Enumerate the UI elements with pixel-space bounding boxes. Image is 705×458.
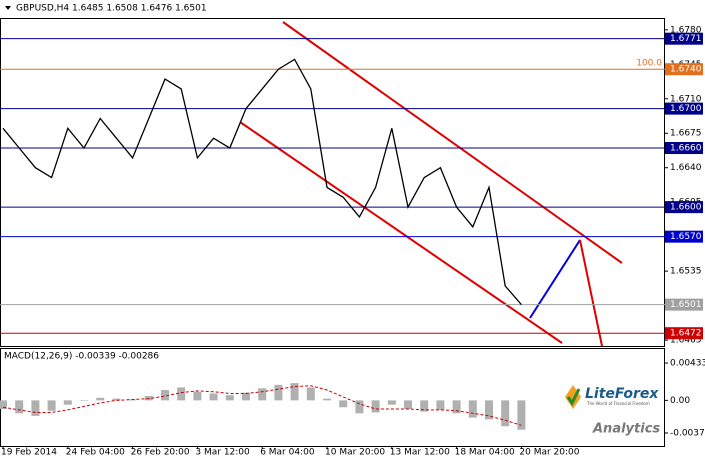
macd-bar [290, 383, 299, 401]
level-label: 1.6472 [670, 329, 702, 339]
y-tick-label: 0.00 [670, 396, 690, 406]
macd-bar [258, 388, 267, 401]
x-tick-label: 3 Mar 12:00 [195, 448, 250, 458]
logo: LiteForex The World of Financial Freedom… [565, 385, 660, 437]
x-tick-label: 6 Mar 04:00 [260, 448, 315, 458]
y-tick-label: 0.00433 [670, 359, 705, 369]
level-label: 1.6570 [670, 232, 702, 242]
x-tick-label: 10 Mar 20:00 [325, 448, 385, 458]
line [2, 58, 522, 306]
macd-panel [0, 348, 665, 447]
macd-bar [468, 400, 477, 418]
level-label-box [665, 32, 703, 45]
macd-bar [15, 400, 24, 414]
price-panel [0, 18, 665, 347]
macd-bar [323, 398, 331, 401]
logo-subtitle: Analytics [592, 422, 660, 437]
macd-bar [517, 400, 526, 430]
level: 1.6700 [0, 102, 703, 115]
macd-bar [404, 400, 412, 409]
level-note: 100.0 [636, 59, 662, 69]
forecast-down [579, 239, 603, 347]
macd-bar [225, 395, 234, 401]
level-label: 1.6740 [670, 65, 702, 75]
macd-bar [436, 400, 445, 410]
logo-check [566, 388, 581, 406]
macd-title: MACD(12,26,9) -0.00339 -0.00286 [4, 352, 159, 362]
macd-bar [112, 398, 121, 401]
y-tick-label: 1.6675 [670, 129, 702, 139]
macd-bar [371, 400, 380, 413]
macd-bar [0, 400, 7, 409]
macd-bar [485, 400, 493, 420]
y-tick-label: 1.6640 [670, 163, 702, 173]
x-tick-label: 13 Mar 12:00 [390, 448, 450, 458]
y-tick-label: 1.6465 [670, 336, 702, 346]
macd-bar [96, 397, 105, 401]
level: 1.6740 100.0 [0, 59, 703, 76]
macd-bar [161, 390, 169, 401]
level: 1.6600 [0, 201, 703, 214]
level-label: 1.6660 [670, 144, 702, 154]
macd-bar [31, 400, 40, 416]
level-label-box [665, 298, 703, 311]
macd-bar [501, 400, 510, 427]
chart-title: GBPUSD,H4 1.6485 1.6508 1.6476 1.6501 [16, 4, 207, 14]
macd-bar [63, 400, 72, 405]
y-tick-label: 1.6535 [670, 267, 702, 277]
logo-tagline: The World of Financial Freedom [586, 401, 650, 406]
y-tick-label: 1.6780 [670, 25, 702, 35]
macd-bar [339, 400, 348, 408]
level-label-box [665, 142, 703, 155]
level: 1.6660 [0, 142, 703, 155]
line [2, 385, 522, 426]
level: 1.6472 [0, 327, 703, 340]
level: 1.6570 [0, 230, 703, 243]
channel-bottom [239, 121, 563, 344]
x-tick-label: 26 Feb 20:00 [131, 448, 190, 458]
x-tick-label: 20 Mar 20:00 [519, 448, 579, 458]
level: 1.6501 [0, 298, 703, 311]
macd-bar [452, 400, 461, 414]
macd-bar [355, 400, 364, 414]
x-tick-label: 18 Mar 04:00 [455, 448, 515, 458]
macd-bar [177, 387, 186, 401]
level-label: 1.6501 [670, 300, 702, 310]
level: 1.6771 [0, 32, 703, 45]
level-label-box [665, 201, 703, 214]
y-tick-label: -0.00378 [670, 428, 705, 438]
x-tick-label: 19 Feb 2014 [1, 448, 57, 458]
collapse-icon [5, 6, 11, 10]
level-label-box [665, 230, 703, 243]
macd-bar [209, 393, 218, 401]
x-tick-label: 24 Feb 04:00 [66, 448, 125, 458]
channel-top [282, 21, 623, 264]
macd-bar [47, 400, 56, 411]
level-label-box [665, 327, 703, 340]
macd-bar [420, 400, 429, 412]
level-label-box [665, 63, 703, 76]
level-label: 1.6771 [670, 34, 702, 44]
level-label: 1.6600 [670, 203, 702, 213]
level-label-box [665, 102, 703, 115]
macd-bar [80, 400, 88, 401]
macd-bar [242, 392, 250, 401]
macd-bar [387, 400, 396, 405]
macd-bar [274, 384, 283, 401]
logo-name: LiteForex [585, 386, 659, 402]
macd-bar [306, 387, 315, 401]
level-label: 1.6700 [670, 104, 702, 114]
macd-bar [193, 391, 202, 401]
y-tick-label: 1.6710 [670, 94, 702, 104]
